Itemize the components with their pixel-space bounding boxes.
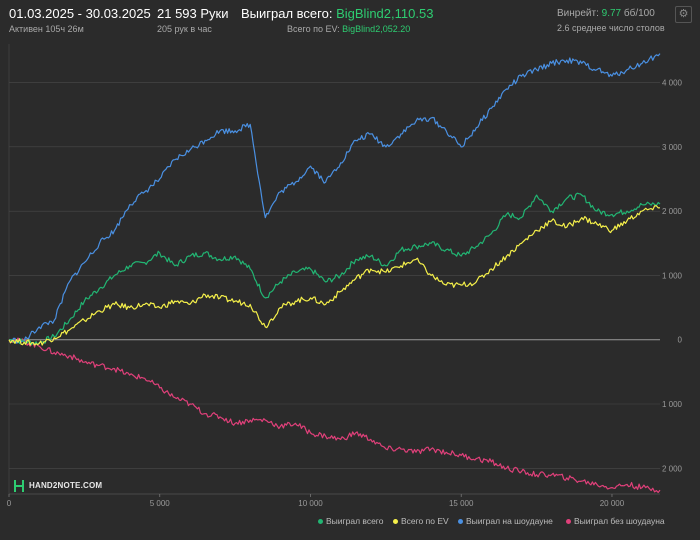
y-tick-label: 1 000 [662,400,683,409]
hand2note-logo: HAND2NOTE.COM [14,479,124,495]
active-time: Активен 105ч 26м [9,24,84,34]
winrate-suffix: бб/100 [623,8,655,19]
logo-mark-icon [14,480,24,492]
y-tick-label: 3 000 [662,143,683,152]
line-won-total [8,192,661,346]
won-total-label: Выиграл всего: [241,6,333,21]
legend-dot [458,519,463,525]
legend-item-showdown[interactable]: Выиграл на шоудауне [458,516,553,526]
chart-legend: Выиграл всего Всего по EV Выиграл на шоу… [0,516,700,532]
x-tick-label: 15 000 [449,499,474,508]
line-non-showdown [8,337,661,493]
logo-text: HAND2NOTE.COM [29,481,103,490]
y-tick-label: 1 000 [662,271,683,280]
line-ev [8,205,661,346]
y-tick-label: 2 000 [662,207,683,216]
winrate-label: Винрейт: [557,8,599,19]
ev-total: Всего по EV: BigBlind2,052.20 [287,24,410,34]
legend-item-non-showdown[interactable]: Выиграл без шоудауна [566,516,665,526]
ev-total-value: BigBlind2,052.20 [342,24,411,34]
legend-item-won-total[interactable]: Выиграл всего [318,516,383,526]
winrate-value: 9.77 [601,8,622,19]
hands-count: 21 593 Руки [157,6,229,21]
legend-item-ev[interactable]: Всего по EV [393,516,449,526]
stats-header: 01.03.2025 - 30.03.2025 Активен 105ч 26м… [0,0,700,40]
legend-label: Выиграл без шоудауна [574,516,665,526]
line-showdown [9,53,661,344]
x-tick-label: 0 [7,499,12,508]
x-tick-label: 10 000 [298,499,323,508]
y-tick-label: 4 000 [662,79,683,88]
legend-dot [566,519,571,525]
winrate: Винрейт: 9.77 бб/100 [557,8,655,19]
gear-icon[interactable]: ⚙ [675,6,692,23]
won-total-value: BigBlind2,110.53 [336,6,434,21]
y-tick-label: 0 [678,336,683,345]
legend-label: Всего по EV [401,516,449,526]
legend-label: Выиграл всего [326,516,384,526]
y-tick-label: 2 000 [662,464,683,473]
won-total: Выиграл всего: BigBlind2,110.53 [241,6,433,21]
hands-per-hour: 205 рук в час [157,24,212,34]
legend-dot [393,519,398,525]
ev-total-label: Всего по EV: [287,24,340,34]
avg-tables: 2.6 среднее число столов [557,23,665,33]
legend-dot [318,519,323,525]
x-tick-label: 5 000 [150,499,171,508]
legend-label: Выиграл на шоудауне [466,516,553,526]
date-range[interactable]: 01.03.2025 - 30.03.2025 [9,6,151,21]
x-tick-label: 20 000 [600,499,625,508]
